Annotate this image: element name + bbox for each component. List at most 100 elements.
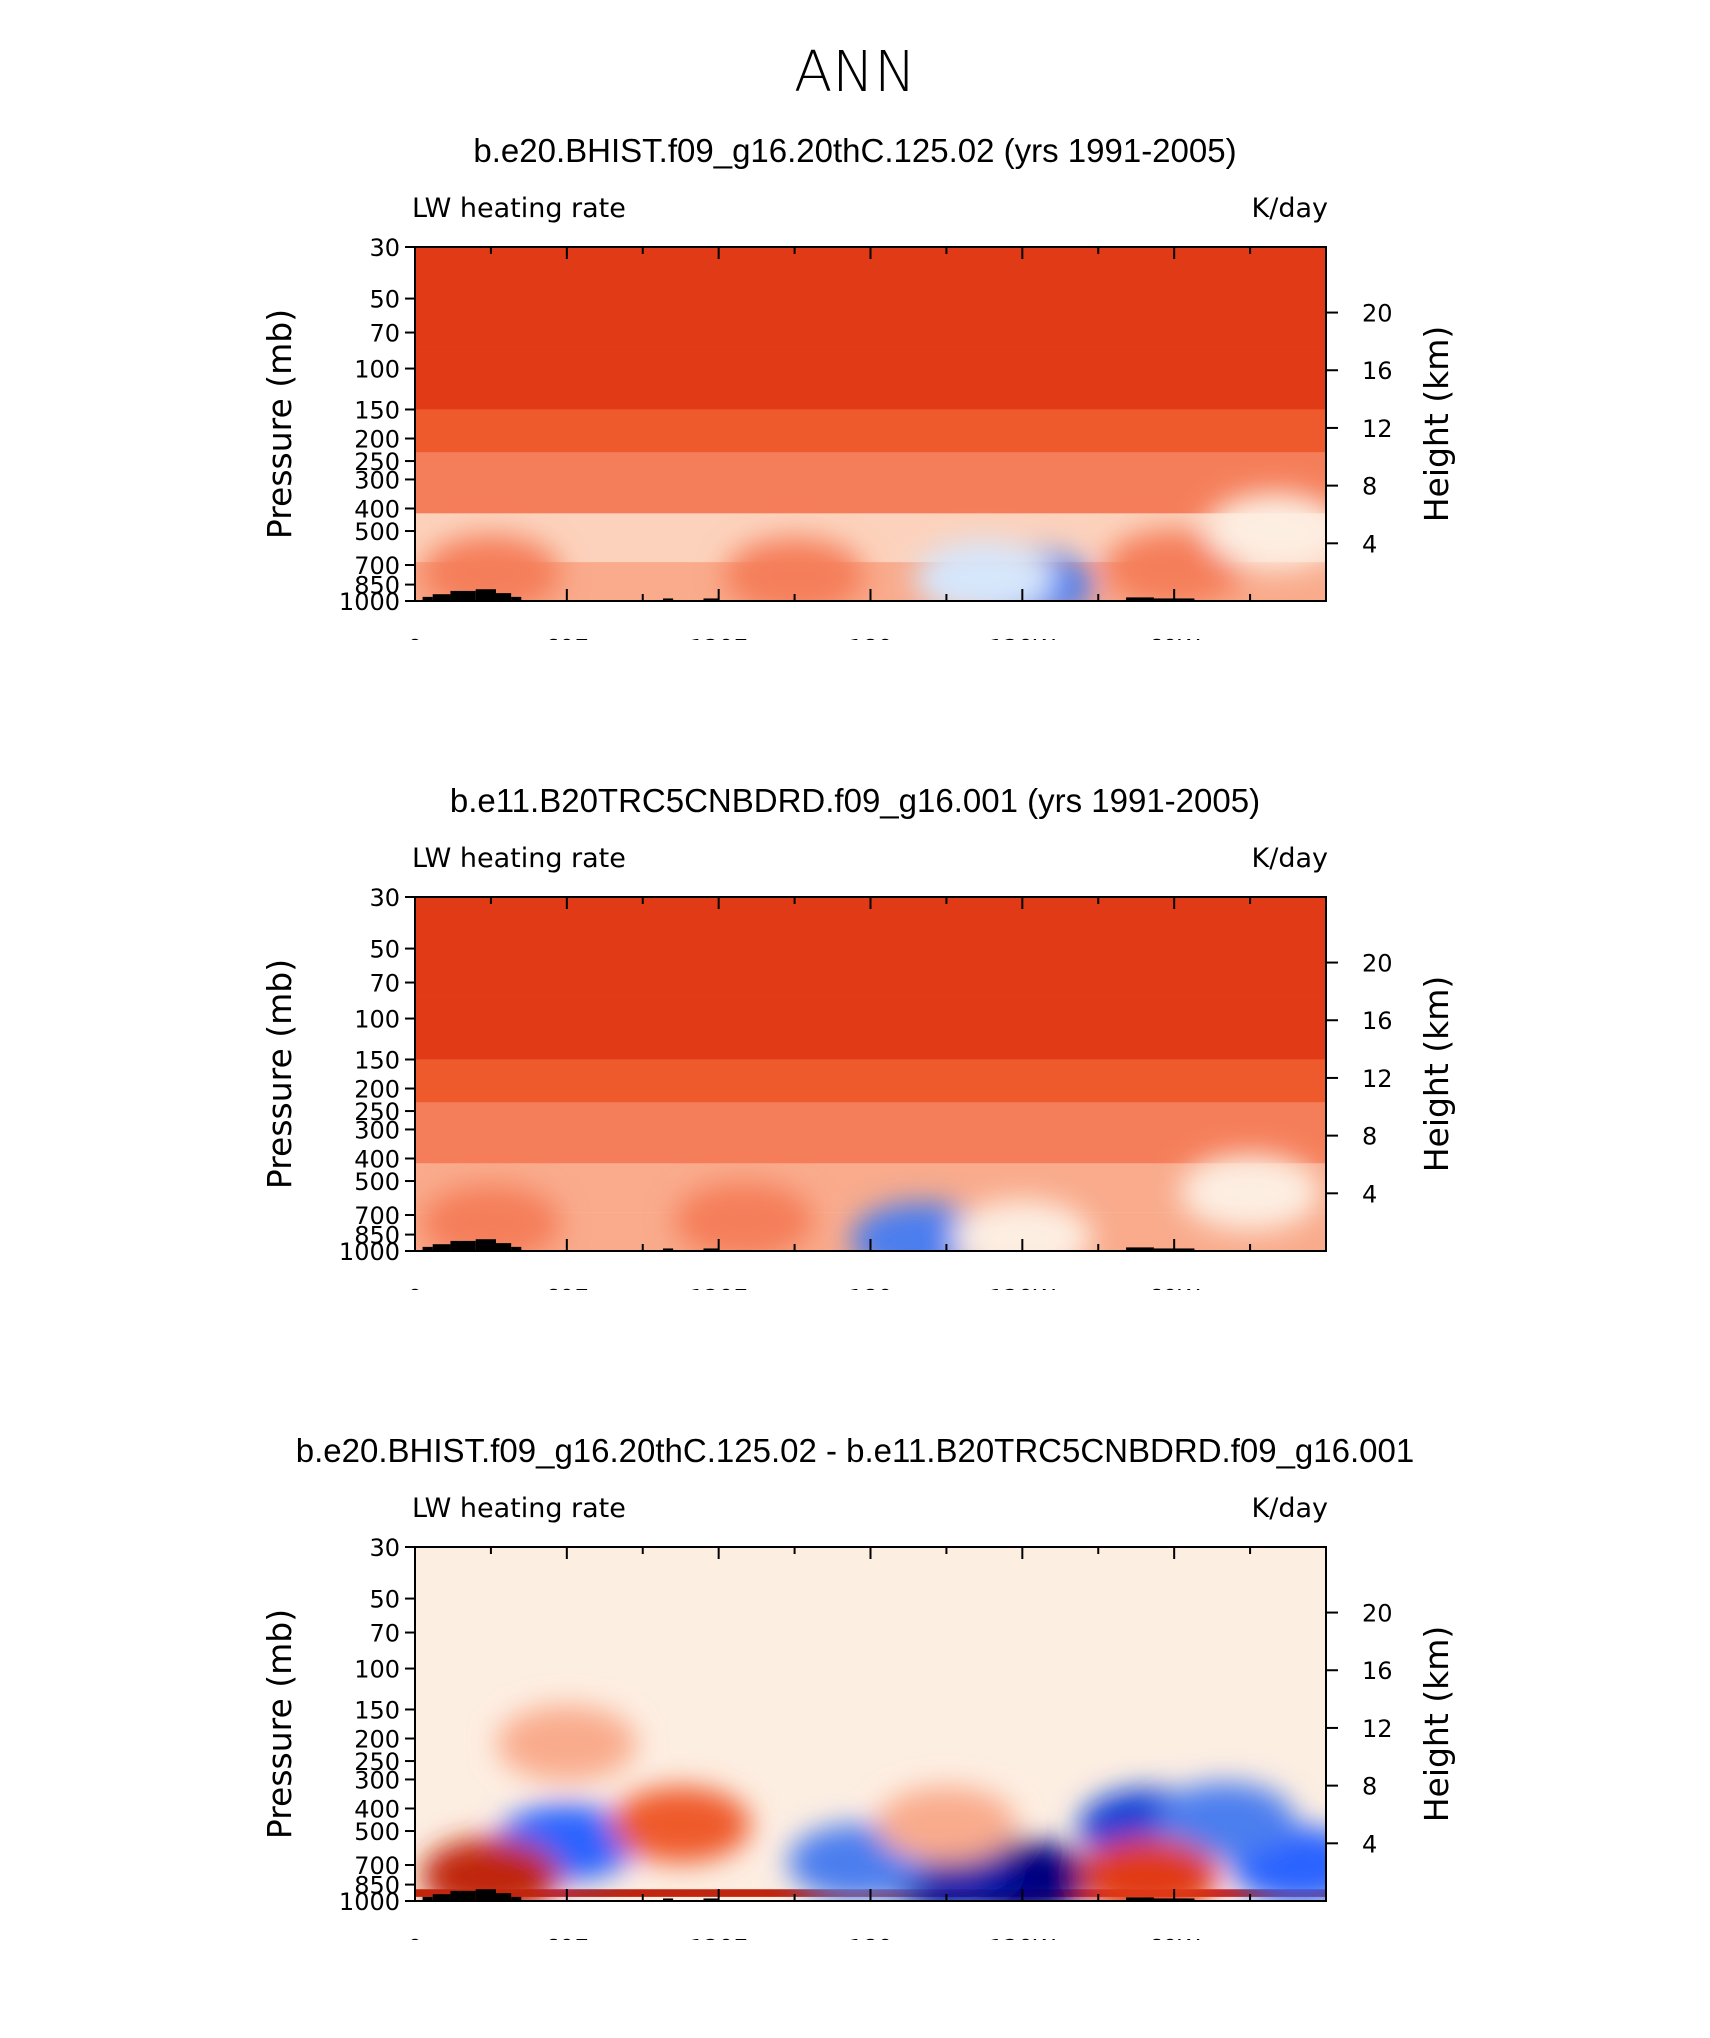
height-tick-label: 16 — [1362, 1007, 1393, 1035]
topography-mask — [475, 1239, 496, 1251]
topography-mask — [450, 1240, 476, 1251]
topography-mask — [511, 1896, 522, 1901]
height-tick-label: 8 — [1362, 1773, 1377, 1801]
y-axis-title: Pressure (mb) — [260, 1609, 299, 1839]
contour-feature — [724, 537, 865, 601]
panel-title: b.e20.BHIST.f09_g16.20thC.125.02 (yrs 19… — [473, 132, 1236, 169]
x-tick-label: 120E — [689, 636, 747, 640]
variable-label: LW heating rate — [412, 843, 626, 874]
height-axis-title: Height (km) — [1417, 976, 1456, 1173]
y-tick-label: 1000 — [339, 1238, 400, 1266]
height-tick-label: 4 — [1362, 1180, 1377, 1208]
contour-band — [415, 1102, 1326, 1164]
y-tick-label: 300 — [354, 1116, 400, 1144]
x-tick-label: 0 — [408, 1936, 423, 1940]
y-tick-label: 500 — [354, 1168, 400, 1196]
topography-mask — [422, 596, 433, 601]
contour-feature — [673, 1182, 814, 1251]
x-tick-label: 60E — [545, 636, 589, 640]
y-tick-label: 70 — [369, 1620, 400, 1648]
heatmap-field — [415, 897, 1326, 1251]
topography-mask — [422, 1896, 433, 1901]
contour-feature — [1180, 1154, 1321, 1231]
y-tick-label: 150 — [354, 1046, 400, 1074]
y-tick-label: 850 — [354, 1872, 400, 1900]
height-axis-title: Height (km) — [1417, 1626, 1456, 1823]
y-tick-label: 30 — [369, 234, 400, 262]
topography-mask — [1126, 1897, 1154, 1901]
y-tick-label: 100 — [354, 1006, 400, 1034]
contour-feature — [1205, 493, 1326, 570]
height-axis-title: Height (km) — [1417, 326, 1456, 523]
contour-band — [415, 1163, 1326, 1213]
y-tick-label: 150 — [354, 1696, 400, 1724]
topography-mask — [662, 1248, 674, 1251]
y-tick-label: 700 — [354, 1202, 400, 1230]
height-tick-label: 12 — [1362, 1065, 1393, 1093]
x-tick-label: 60W — [1148, 636, 1200, 640]
topography-mask — [475, 589, 496, 601]
chart-panel-2: b.e11.B20TRC5CNBDRD.f09_g16.001 (yrs 199… — [260, 782, 1456, 1398]
y-tick-label: 100 — [354, 356, 400, 384]
units-label: K/day — [1252, 193, 1328, 224]
y-tick-label: 850 — [354, 572, 400, 600]
topography-mask — [495, 593, 512, 601]
topography-mask — [450, 1890, 476, 1901]
contour-band — [415, 409, 1326, 453]
y-tick-label: 200 — [354, 1726, 400, 1754]
topography-mask — [511, 596, 522, 601]
y-tick-label: 850 — [354, 1222, 400, 1250]
y-tick-label: 70 — [369, 970, 400, 998]
y-tick-label: 30 — [369, 1534, 400, 1562]
topography-mask — [432, 594, 451, 601]
x-tick-label: 60W — [1148, 1936, 1200, 1940]
height-tick-label: 20 — [1362, 1600, 1393, 1628]
panel-3: b.e20.BHIST.f09_g16.20thC.125.02 - b.e11… — [0, 1300, 1710, 2038]
y-tick-label: 250 — [354, 1098, 400, 1126]
contour-band — [415, 346, 1326, 410]
contour-band — [415, 1059, 1326, 1103]
x-tick-label: 180 — [849, 1286, 893, 1290]
contour-feature — [1154, 1782, 1295, 1859]
y-tick-label: 200 — [354, 1076, 400, 1104]
topography-mask — [450, 590, 476, 601]
panel-title: b.e11.B20TRC5CNBDRD.f09_g16.001 (yrs 199… — [450, 782, 1260, 819]
height-tick-label: 12 — [1362, 1715, 1393, 1743]
contour-feature — [952, 1200, 1093, 1251]
y-tick-label: 50 — [369, 1586, 400, 1614]
contour-band — [415, 996, 1326, 1060]
contour-feature — [496, 1705, 637, 1782]
y-tick-label: 70 — [369, 320, 400, 348]
y-tick-label: 400 — [354, 1145, 400, 1173]
panel-title: b.e20.BHIST.f09_g16.20thC.125.02 - b.e11… — [296, 1432, 1414, 1469]
contour-feature — [914, 540, 1055, 601]
y-tick-label: 1000 — [339, 588, 400, 616]
y-tick-label: 100 — [354, 1656, 400, 1684]
topography-mask — [703, 598, 719, 601]
topography-mask — [432, 1244, 451, 1251]
contour-feature — [420, 1837, 561, 1901]
variable-label: LW heating rate — [412, 1493, 626, 1524]
height-tick-label: 20 — [1362, 300, 1393, 328]
y-tick-label: 200 — [354, 426, 400, 454]
y-tick-label: 30 — [369, 884, 400, 912]
height-tick-label: 8 — [1362, 1123, 1377, 1151]
x-tick-label: 120W — [989, 1936, 1056, 1940]
contour-band — [415, 897, 1326, 997]
units-label: K/day — [1252, 1493, 1328, 1524]
topography-mask — [511, 1246, 522, 1251]
x-tick-label: 120W — [989, 636, 1056, 640]
y-tick-label: 500 — [354, 1818, 400, 1846]
contour-feature — [610, 1786, 751, 1863]
y-tick-label: 500 — [354, 518, 400, 546]
contour-feature — [1104, 529, 1245, 601]
panel-2: b.e11.B20TRC5CNBDRD.f09_g16.001 (yrs 199… — [0, 650, 1710, 1398]
page-title: ANN — [793, 40, 917, 105]
x-tick-label: 60E — [545, 1936, 589, 1940]
x-tick-label: 120E — [689, 1286, 747, 1290]
y-tick-label: 50 — [369, 936, 400, 964]
heatmap-field — [415, 1547, 1326, 1901]
topography-mask — [703, 1898, 719, 1901]
y-tick-label: 700 — [354, 1852, 400, 1880]
y-tick-label: 400 — [354, 495, 400, 523]
